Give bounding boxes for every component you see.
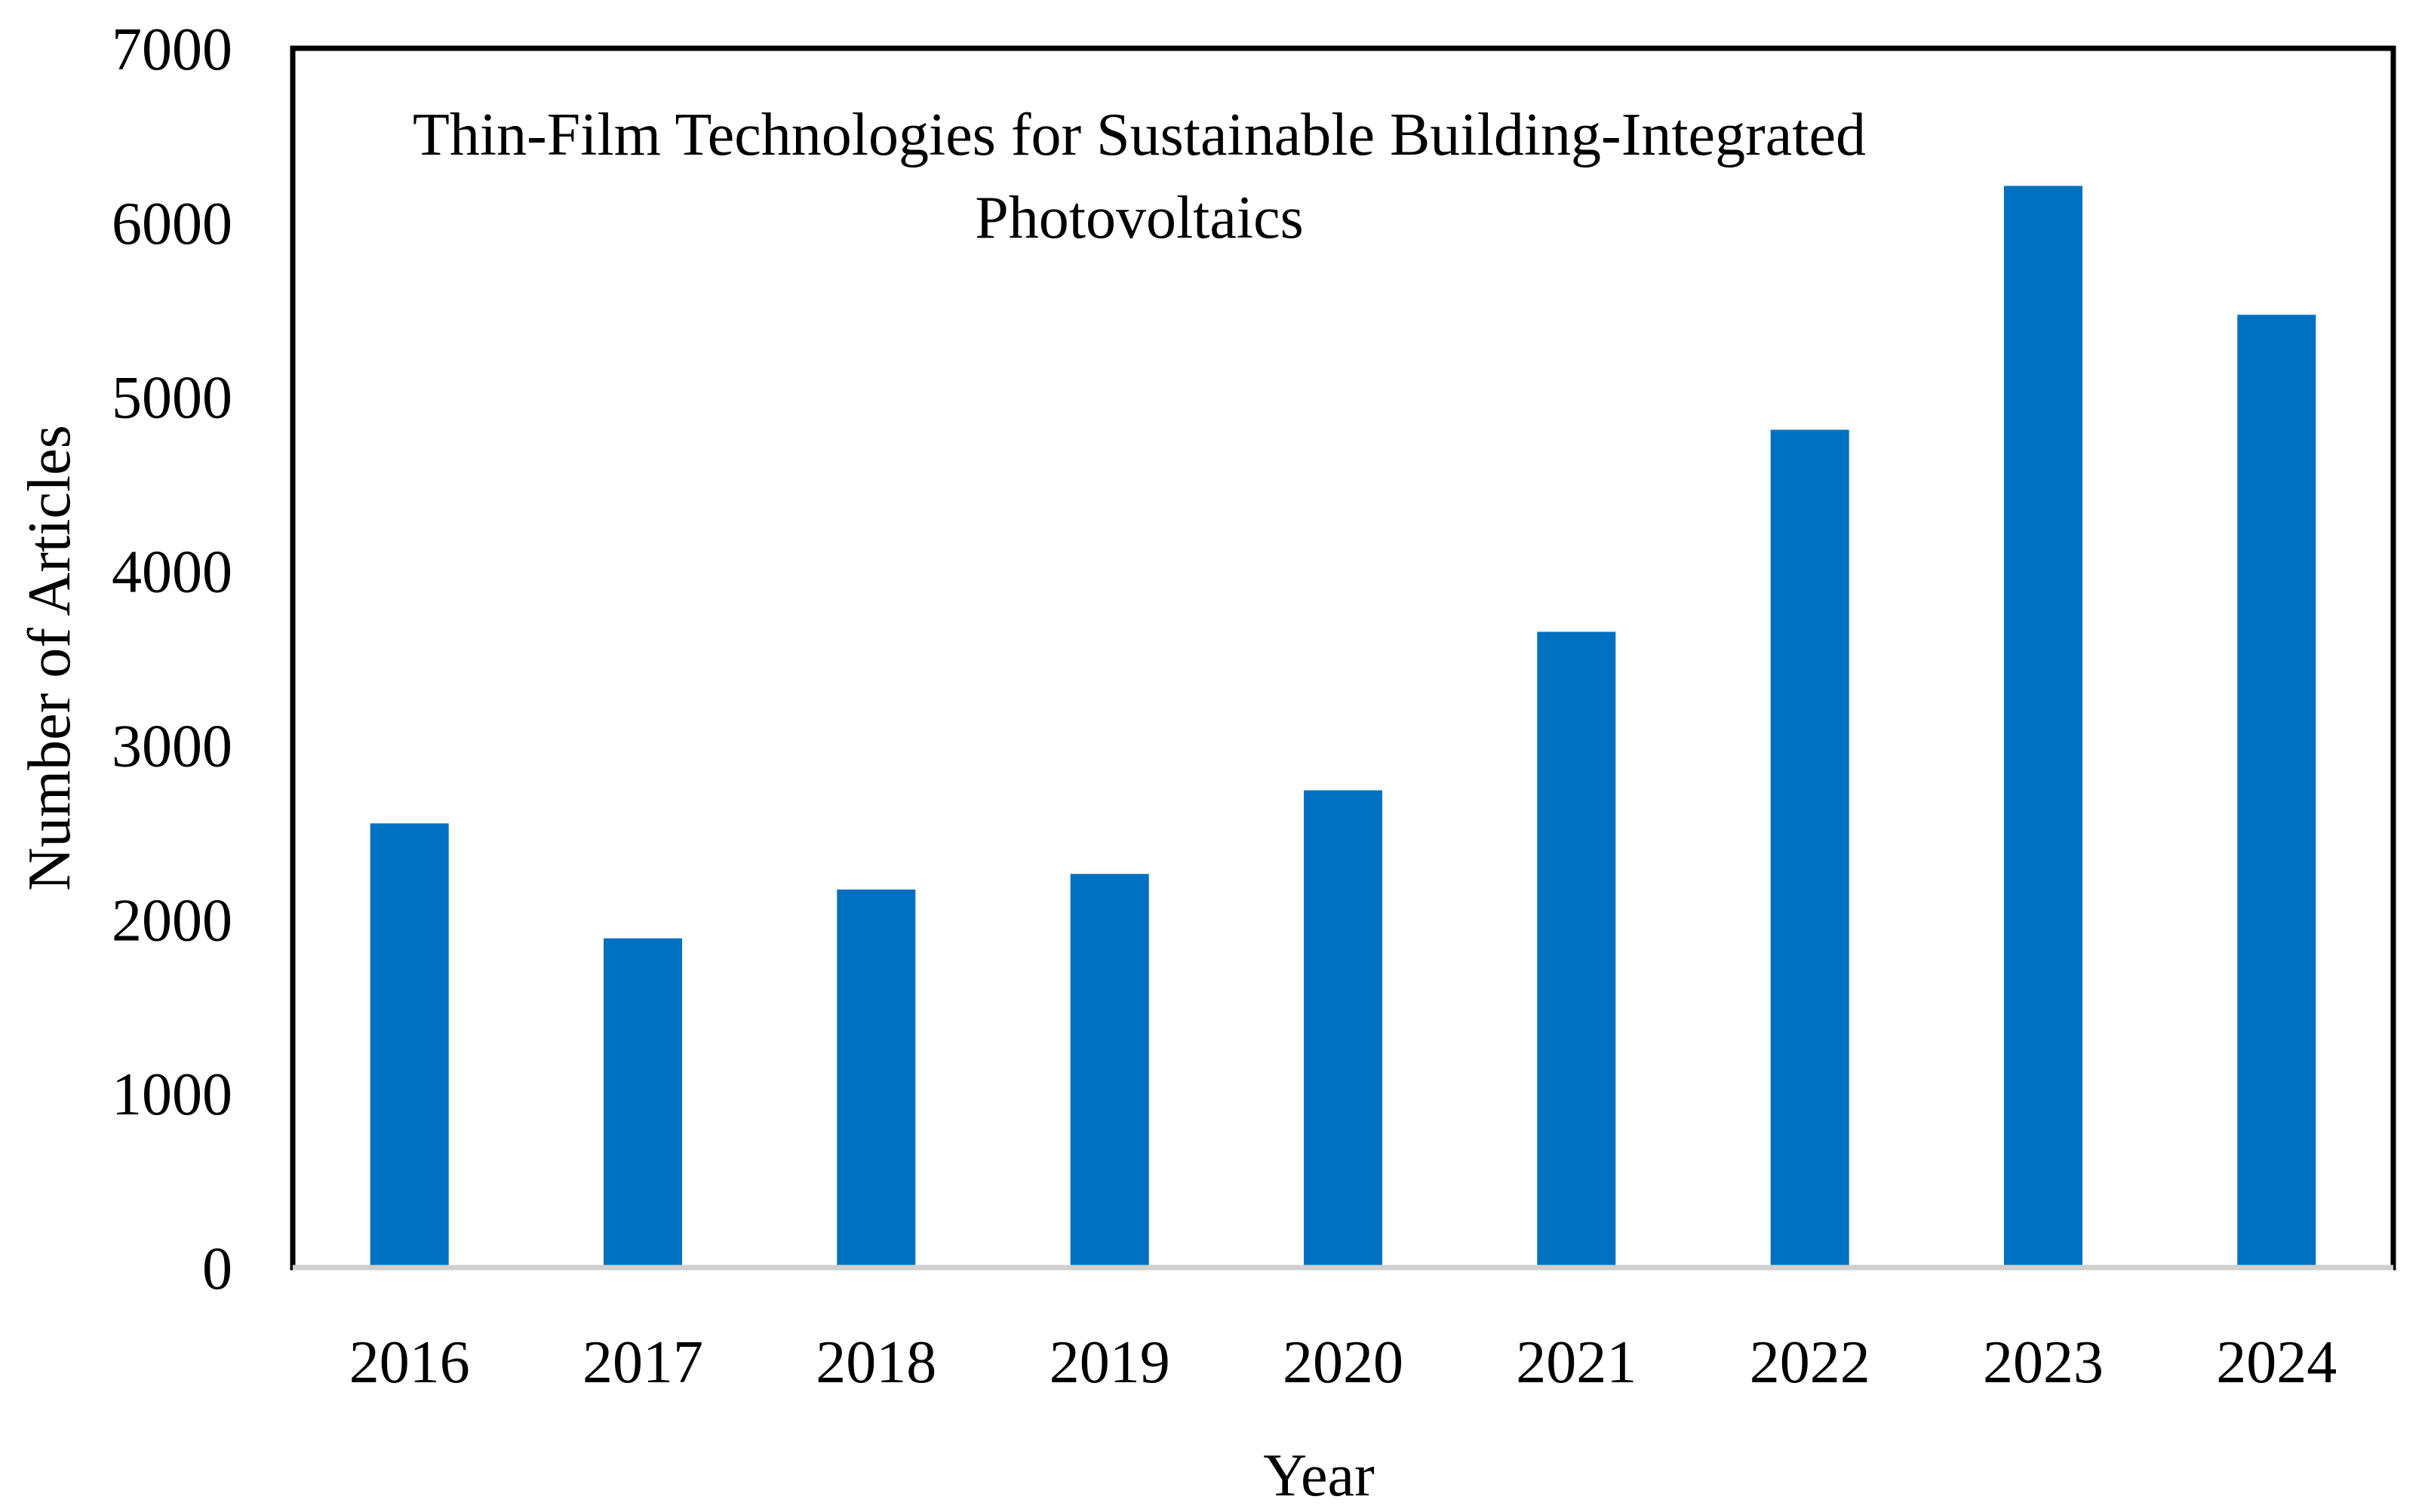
bar-2018	[837, 890, 916, 1268]
y-tick-label: 7000	[112, 17, 232, 83]
y-axis-title: Number of Articles	[17, 425, 83, 891]
x-tick-label: 2018	[816, 1329, 936, 1396]
y-tick-labels: 0 1000 2000 3000 4000 5000 6000 7000	[112, 17, 232, 1302]
x-tick-label: 2019	[1050, 1329, 1170, 1396]
chart-title-line-2: Photovoltaics	[975, 185, 1304, 251]
bar-2021	[1537, 632, 1616, 1268]
bars-group	[370, 186, 2316, 1268]
y-tick-label: 1000	[112, 1062, 232, 1128]
x-tick-label: 2016	[349, 1329, 470, 1396]
bar-2022	[1770, 429, 1849, 1268]
x-tick-label: 2022	[1750, 1329, 1870, 1396]
y-tick-label: 5000	[112, 365, 232, 432]
bar-2023	[2004, 186, 2082, 1268]
x-tick-label: 2021	[1516, 1329, 1637, 1396]
y-tick-label: 3000	[112, 713, 232, 779]
y-tick-label: 2000	[112, 887, 232, 954]
chart-title-line-1: Thin-Film Technologies for Sustainable B…	[413, 102, 1866, 168]
bar-2017	[604, 938, 682, 1268]
x-tick-label: 2024	[2216, 1329, 2337, 1396]
x-tick-label: 2023	[1983, 1329, 2104, 1396]
x-tick-label: 2020	[1283, 1329, 1403, 1396]
y-tick-label: 0	[202, 1236, 232, 1302]
x-axis-title: Year	[1263, 1443, 1374, 1509]
x-tick-label: 2017	[582, 1329, 703, 1396]
bar-2019	[1070, 874, 1149, 1268]
bar-2024	[2237, 315, 2316, 1268]
bar-2016	[370, 823, 449, 1268]
bar-2020	[1304, 790, 1382, 1268]
x-tick-labels: 2016 2017 2018 2019 2020 2021 2022 2023 2024	[349, 1329, 2337, 1396]
y-tick-label: 6000	[112, 191, 232, 257]
y-tick-label: 4000	[112, 539, 232, 606]
